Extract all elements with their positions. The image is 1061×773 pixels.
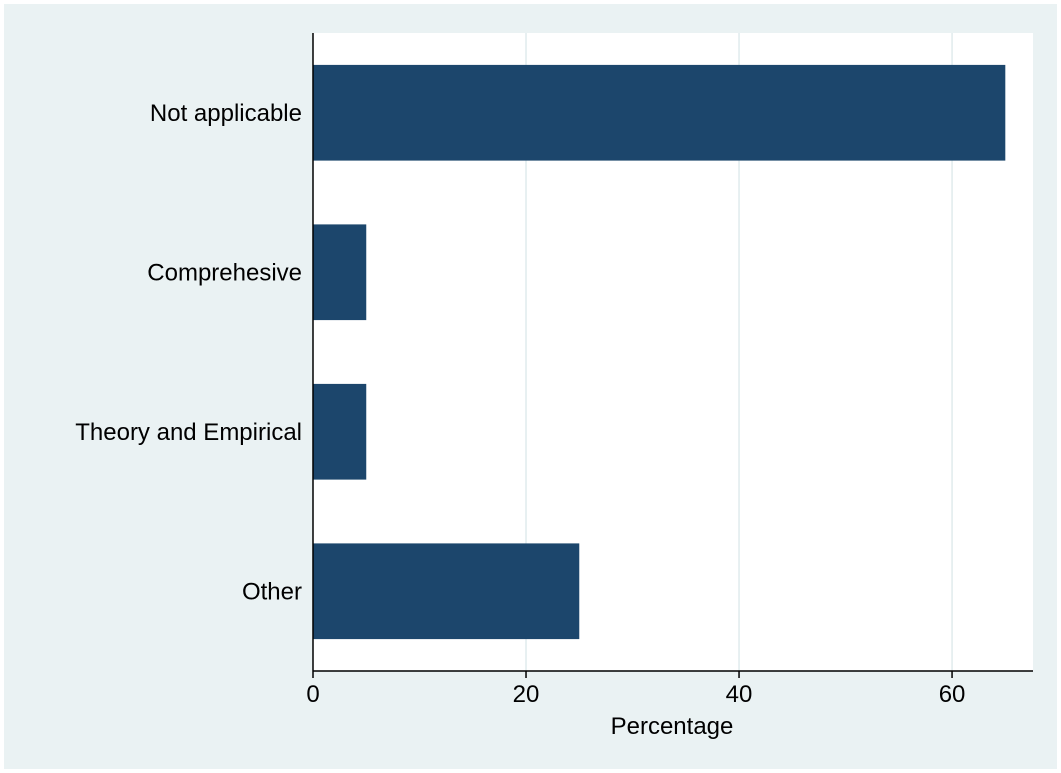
y-tick-labels: Not applicable Comprehesive Theory and Emp…	[75, 100, 302, 606]
x-tick-label: 60	[939, 681, 966, 708]
bar	[313, 543, 580, 640]
axes	[312, 33, 1033, 678]
y-tick-label: Comprehesive	[147, 259, 302, 286]
bar	[313, 383, 367, 480]
bars	[313, 64, 1006, 640]
x-tick-labels: 0 20 40 60	[306, 681, 965, 708]
x-tick-label: 40	[726, 681, 753, 708]
x-axis-label: Percentage	[611, 713, 734, 740]
y-tick-label: Not applicable	[150, 100, 302, 127]
bar	[313, 64, 1006, 161]
y-tick-label: Other	[242, 578, 302, 605]
bar	[313, 224, 367, 321]
x-tick-label: 0	[306, 681, 319, 708]
x-tick-label: 20	[513, 681, 540, 708]
y-tick-label: Theory and Empirical	[75, 419, 302, 446]
